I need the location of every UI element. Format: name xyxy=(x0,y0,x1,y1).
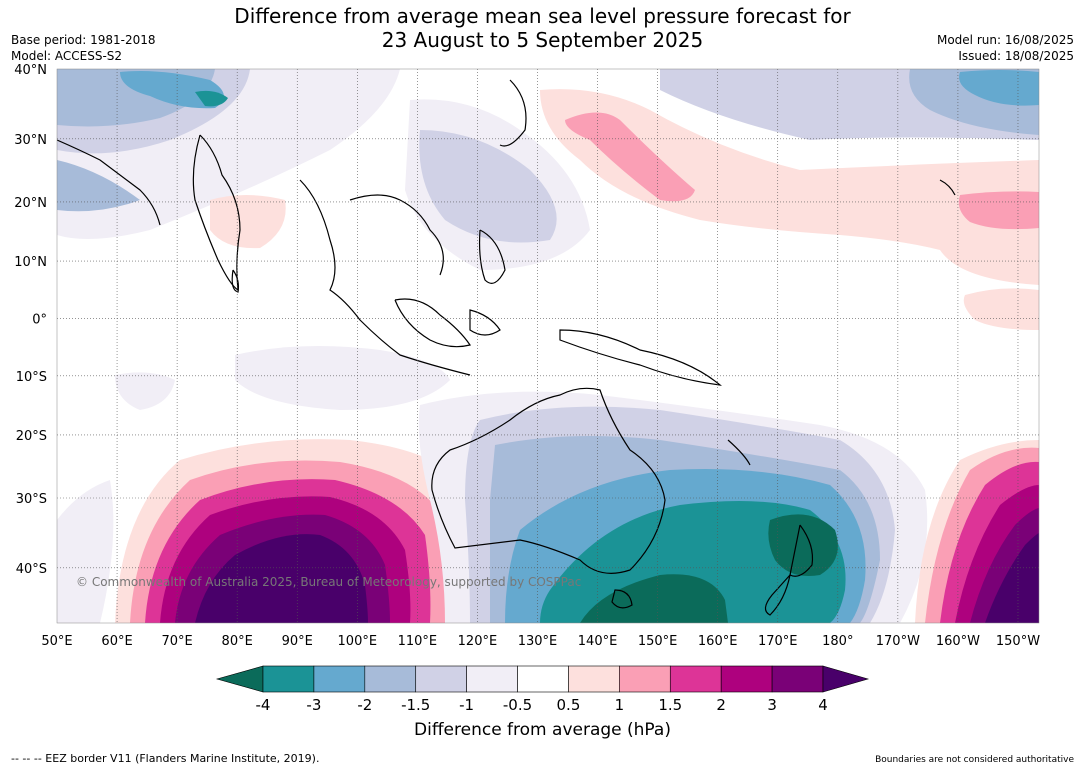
colorbar-tick-label: -0.5 xyxy=(503,696,532,714)
colorbar-extend-high xyxy=(822,665,870,693)
colorbar-label: Difference from average (hPa) xyxy=(414,720,671,740)
lon-label: 50°E xyxy=(41,634,72,649)
colorbar-segment xyxy=(771,665,824,693)
map-frame xyxy=(56,68,1040,624)
copyright-text: © Commonwealth of Australia 2025, Bureau… xyxy=(76,575,581,589)
coastlines xyxy=(57,79,956,616)
model-name: Model: ACCESS-S2 xyxy=(11,49,123,63)
lon-label: 80°E xyxy=(222,634,253,649)
meta-left: Base period: 1981-2018 Model: ACCESS-S2 xyxy=(11,32,156,64)
lon-label: 110°E xyxy=(398,634,438,649)
colorbar-segment xyxy=(262,665,315,693)
eez-footnote: -- -- -- EEZ border V11 (Flanders Marine… xyxy=(11,752,320,765)
model-run: Model run: 16/08/2025 xyxy=(936,33,1074,47)
colorbar-segment xyxy=(619,665,671,693)
title-line-1: Difference from average mean sea level p… xyxy=(234,4,851,28)
colorbar-tick-label: 3 xyxy=(767,696,777,714)
lat-label: 0° xyxy=(32,312,47,327)
lat-label: 40°S xyxy=(16,562,47,577)
graticule xyxy=(57,69,1039,623)
colorbar: -4 -3 -2 -1.5 -1 -0.5 0.5 1 1.5 2 3 4 xyxy=(215,665,870,714)
lon-label: 60°E xyxy=(101,634,132,649)
colorbar-tick-label: 4 xyxy=(818,696,828,714)
colorbar-segment xyxy=(669,665,722,693)
lon-label: 100°E xyxy=(338,634,378,649)
chart-title: Difference from average mean sea level p… xyxy=(0,4,1085,52)
lon-label: 160°E xyxy=(698,634,738,649)
title-line-2: 23 August to 5 September 2025 xyxy=(381,28,704,52)
lat-label: 10°N xyxy=(14,255,47,270)
lon-label: 180° xyxy=(822,634,853,649)
colorbar-tick-label: 1.5 xyxy=(658,696,682,714)
issued-date: Issued: 18/08/2025 xyxy=(958,49,1074,63)
lat-label: 20°N xyxy=(14,196,47,211)
lon-label: 120°E xyxy=(458,634,498,649)
lon-label: 150°W xyxy=(996,634,1040,649)
colorbar-tick-label: -2 xyxy=(357,696,372,714)
lat-label: 40°N xyxy=(14,63,47,78)
lon-label: 150°E xyxy=(638,634,678,649)
boundaries-disclaimer: Boundaries are not considered authoritat… xyxy=(875,755,1074,765)
colorbar-tick-label: 2 xyxy=(716,696,726,714)
base-period: Base period: 1981-2018 xyxy=(11,33,156,47)
longitude-labels: 50°E 60°E 70°E 80°E 90°E 100°E 110°E 120°E 130°E… xyxy=(41,634,1040,649)
colorbar-segment xyxy=(720,665,773,693)
colorbar-tick-label: -3 xyxy=(306,696,321,714)
lon-label: 70°E xyxy=(161,634,192,649)
lat-label: 30°N xyxy=(14,133,47,148)
colorbar-tick-label: -1 xyxy=(459,696,474,714)
lon-label: 170°E xyxy=(758,634,798,649)
lat-label: 30°S xyxy=(16,492,47,507)
lon-label: 140°E xyxy=(578,634,618,649)
pressure-anomaly-field xyxy=(57,69,1039,623)
lon-label: 160°W xyxy=(936,634,980,649)
lon-label: 170°W xyxy=(876,634,920,649)
colorbar-segment xyxy=(415,665,467,693)
colorbar-segment xyxy=(568,665,620,693)
meta-right: Model run: 16/08/2025 Issued: 18/08/2025 xyxy=(937,32,1074,64)
colorbar-tick-label: 0.5 xyxy=(557,696,581,714)
lon-label: 130°E xyxy=(518,634,558,649)
colorbar-tick-label: -1.5 xyxy=(401,696,430,714)
latitude-labels: 40°N 30°N 20°N 10°N 0° 10°S 20°S 30°S 40°S xyxy=(14,63,47,577)
colorbar-segment xyxy=(517,665,569,693)
colorbar-tick-label: -4 xyxy=(256,696,271,714)
lat-label: 10°S xyxy=(16,370,47,385)
colorbar-tick-label: 1 xyxy=(615,696,625,714)
colorbar-segment xyxy=(364,665,417,693)
lon-label: 90°E xyxy=(282,634,313,649)
colorbar-segment xyxy=(466,665,518,693)
colorbar-extend-low xyxy=(215,665,264,693)
lat-label: 20°S xyxy=(16,429,47,444)
colorbar-segment xyxy=(313,665,366,693)
